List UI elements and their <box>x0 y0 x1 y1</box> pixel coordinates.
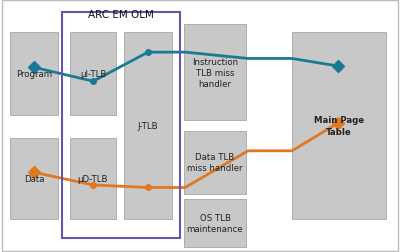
FancyBboxPatch shape <box>70 139 116 219</box>
FancyBboxPatch shape <box>184 131 246 194</box>
Text: J-TLB: J-TLB <box>138 121 158 131</box>
FancyBboxPatch shape <box>10 33 58 116</box>
FancyBboxPatch shape <box>10 139 58 219</box>
FancyBboxPatch shape <box>184 199 246 247</box>
Text: Data TLB
miss handler: Data TLB miss handler <box>187 152 243 173</box>
FancyBboxPatch shape <box>70 33 116 116</box>
Text: ARC EM OLM: ARC EM OLM <box>88 10 154 20</box>
Text: OS TLB
maintenance: OS TLB maintenance <box>187 213 243 233</box>
FancyBboxPatch shape <box>184 25 246 121</box>
Text: μI-TLB: μI-TLB <box>80 70 106 79</box>
Text: Program: Program <box>16 70 52 79</box>
FancyBboxPatch shape <box>292 33 386 219</box>
Text: Data: Data <box>24 174 44 183</box>
Text: Main Page
Table: Main Page Table <box>314 116 364 136</box>
Text: Instruction
TLB miss
handler: Instruction TLB miss handler <box>192 57 238 89</box>
Text: μD-TLB: μD-TLB <box>78 174 108 183</box>
FancyBboxPatch shape <box>124 33 172 219</box>
